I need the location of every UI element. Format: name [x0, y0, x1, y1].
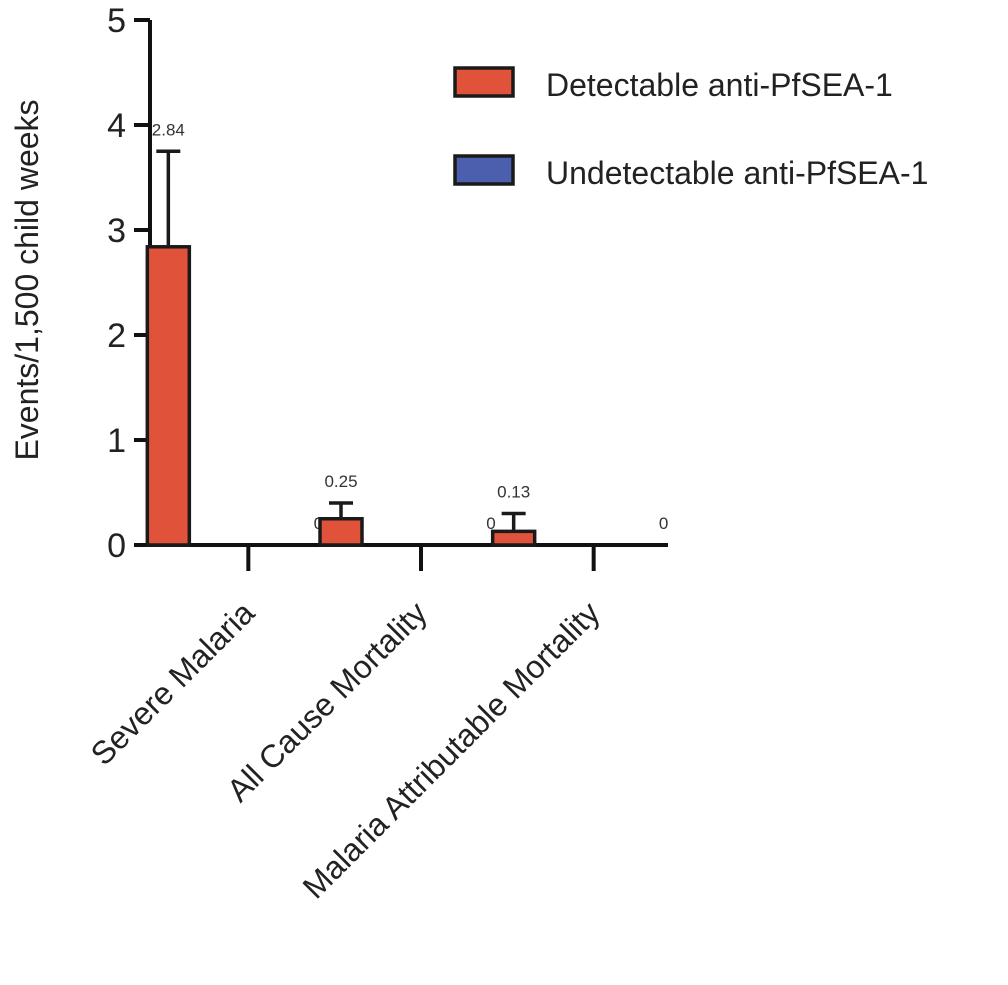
legend-swatch	[453, 154, 515, 186]
y-tick-label: 3	[107, 212, 126, 250]
y-tick-label: 2	[107, 317, 126, 355]
bar	[145, 245, 192, 547]
y-tick-label: 4	[107, 107, 126, 145]
bar	[318, 517, 364, 547]
data-label: 2.84	[152, 120, 185, 139]
y-tick-label: 1	[107, 422, 126, 460]
data-label: 0.13	[497, 483, 530, 502]
legend: Detectable anti-PfSEA-1 Undetectable anti…	[453, 66, 928, 191]
data-label: 0	[486, 514, 495, 533]
legend-label: Detectable anti-PfSEA-1	[546, 67, 893, 103]
y-tick-label: 5	[107, 2, 126, 40]
data-label: 0.25	[324, 472, 357, 491]
x-tick-label: Severe Malaria	[84, 594, 262, 772]
y-axis: 0 1 2 3 4 5	[107, 2, 152, 565]
y-tick-label: 0	[107, 527, 126, 565]
x-tick-label: Malaria Attributable Mortality	[296, 594, 607, 905]
bar	[490, 529, 537, 547]
legend-label: Undetectable anti-PfSEA-1	[546, 155, 928, 191]
data-label: 0	[659, 514, 668, 533]
legend-swatch	[453, 66, 515, 98]
y-axis-label: Events/1,500 child weeks	[9, 99, 45, 460]
